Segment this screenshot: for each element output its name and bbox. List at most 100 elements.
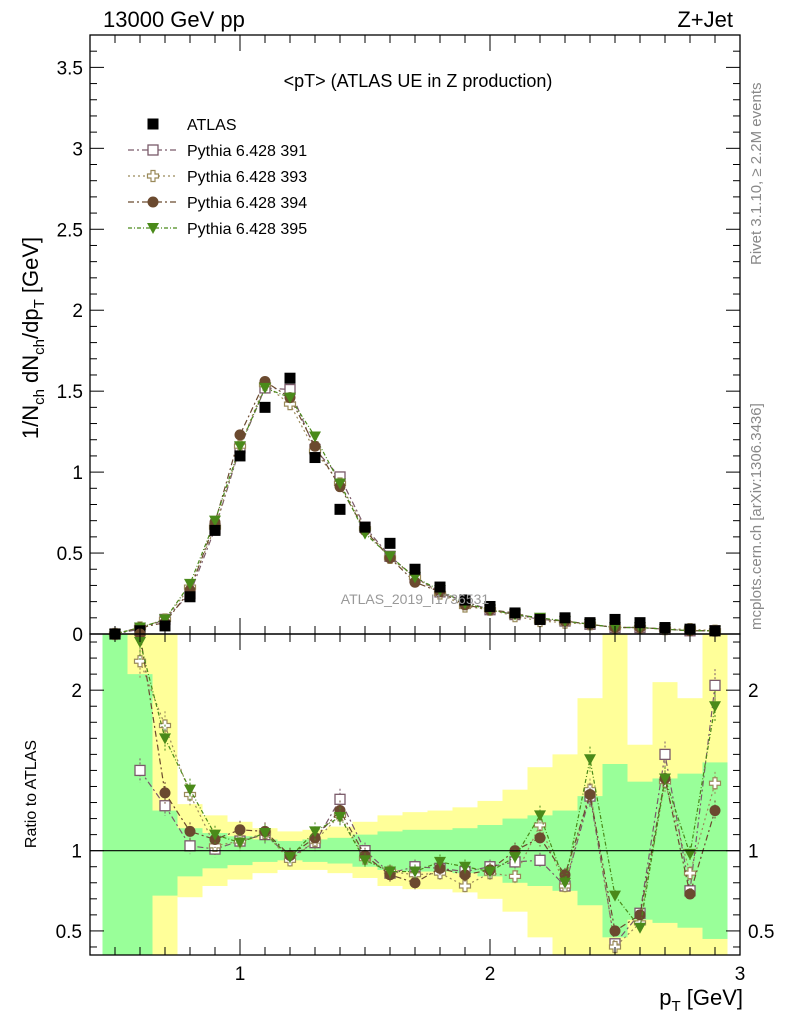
- ratio-data-point: [209, 829, 221, 841]
- ratio-data-point: [184, 825, 196, 837]
- atlas-data-point: [309, 452, 321, 464]
- ratio-data-point: [634, 922, 646, 934]
- ratio-data-point: [684, 888, 696, 900]
- atlas-data-point: [209, 524, 221, 536]
- ratio-y-tick-label: 0.5: [56, 922, 82, 943]
- ratio-data-point: [659, 748, 671, 761]
- atlas-data-point: [159, 620, 171, 632]
- green-band-bin: [152, 810, 178, 896]
- ratio-y-tick-label-right: 2: [748, 681, 759, 702]
- legend-label: Pythia 6.428 394: [187, 195, 307, 212]
- x-tick-label: 2: [485, 964, 496, 985]
- atlas-data-point: [559, 612, 571, 624]
- main-y-tick-label: 3.5: [57, 58, 83, 79]
- data-point: [234, 429, 246, 441]
- xlabel-part-a: p: [659, 985, 671, 1010]
- ratio-data-point: [608, 940, 622, 954]
- main-y-tick-label: 1.5: [57, 382, 83, 403]
- watermark: ATLAS_2019_I1736531: [341, 591, 490, 607]
- main-y-tick-label: 1: [72, 463, 83, 484]
- ratio-data-point: [409, 866, 421, 878]
- legend-label: Pythia 6.428 395: [187, 221, 307, 238]
- main-y-axis-label: 1/Nch dNch/dpT [GeV]: [18, 237, 48, 439]
- ylabel-part-b: dN: [18, 355, 43, 389]
- ratio-data-point: [259, 828, 271, 840]
- ratio-data-point: [134, 764, 146, 777]
- green-band-bin: [127, 674, 153, 955]
- atlas-data-point: [609, 613, 621, 625]
- ratio-data-point: [459, 861, 471, 873]
- legend-marker: [146, 169, 160, 183]
- xlabel-part-b: [GeV]: [681, 985, 743, 1010]
- atlas-data-point: [509, 607, 521, 619]
- data-point: [184, 578, 196, 590]
- ratio-y-tick-label: 1: [71, 842, 82, 863]
- data-point: [309, 440, 321, 452]
- ratio-data-point: [559, 877, 571, 889]
- data-point: [209, 515, 221, 527]
- ratio-data-point: [584, 754, 596, 766]
- ratio-data-point: [534, 810, 546, 822]
- ratio-data-point: [459, 869, 471, 881]
- ylabel-part-d: [GeV]: [18, 237, 43, 299]
- ratio-data-point: [334, 793, 346, 805]
- ratio-data-point: [533, 818, 547, 832]
- ratio-data-point: [434, 856, 446, 868]
- ratio-data-point: [534, 832, 546, 844]
- ratio-data-point: [159, 787, 171, 799]
- ratio-data-point: [708, 777, 722, 790]
- atlas-data-point: [484, 600, 496, 612]
- atlas-data-point: [359, 521, 371, 533]
- atlas-data-point: [184, 591, 196, 603]
- ratio-data-point: [184, 840, 196, 852]
- ratio-data-point: [584, 789, 596, 800]
- main-y-tick-label: 3: [72, 139, 83, 160]
- atlas-data-point: [234, 450, 246, 462]
- data-point: [334, 478, 346, 490]
- ylabel-part-c: /dp: [18, 308, 43, 339]
- atlas-data-point: [534, 613, 546, 625]
- data-point: [259, 382, 271, 394]
- side-text-mcplots: mcplots.cern.ch [arXiv:1306.3436]: [748, 403, 765, 630]
- legend: ATLAS Pythia 6.428 391 Pythia 6.428 393 Pyt…: [128, 117, 307, 238]
- ratio-data-point: [709, 701, 721, 713]
- green-band-layer: [102, 634, 728, 955]
- ratio-data-point: [384, 866, 396, 878]
- ylabel-sub-c: T: [31, 299, 48, 308]
- x-axis-label: pT [GeV]: [659, 985, 743, 1015]
- ratio-data-point: [609, 925, 621, 937]
- ratio-data-point: [659, 773, 671, 785]
- xlabel-sub: T: [671, 998, 680, 1015]
- atlas-data-point: [434, 581, 446, 593]
- ratio-data-point: [634, 909, 646, 921]
- side-text-rivet: Rivet 3.1.10, ≥ 2.2M events: [748, 83, 765, 266]
- atlas-data-point: [409, 563, 421, 575]
- green-band-bin: [102, 634, 128, 955]
- ratio-data-point: [509, 852, 521, 864]
- legend-label: Pythia 6.428 393: [187, 169, 307, 186]
- ratio-data-point: [134, 637, 146, 649]
- legend-marker: [147, 144, 159, 156]
- legend-label: ATLAS: [187, 117, 237, 134]
- main-y-tick-label: 2: [72, 301, 83, 322]
- legend-label: Pythia 6.428 391: [187, 143, 307, 160]
- ratio-data-point: [709, 679, 721, 692]
- ratio-data-point: [284, 852, 296, 864]
- plot-title: <pT> (ATLAS UE in Z production): [284, 71, 553, 91]
- ratio-y-tick-label-right: 1: [748, 842, 759, 863]
- ratio-data-point: [709, 805, 721, 817]
- ratio-y-axis-label: Ratio to ATLAS: [23, 740, 40, 848]
- atlas-data-point: [334, 503, 346, 515]
- legend-marker: [147, 118, 159, 130]
- atlas-data-point: [284, 372, 296, 384]
- ratio-data-point: [508, 870, 522, 883]
- ratio-data-point: [309, 826, 321, 838]
- ratio-data-point: [159, 733, 171, 745]
- ratio-data-point: [559, 869, 571, 881]
- atlas-data-point: [634, 617, 646, 629]
- legend-marker: [147, 223, 159, 234]
- ratio-data-point: [234, 837, 246, 849]
- data-point: [284, 392, 296, 404]
- legend-marker: [147, 196, 159, 208]
